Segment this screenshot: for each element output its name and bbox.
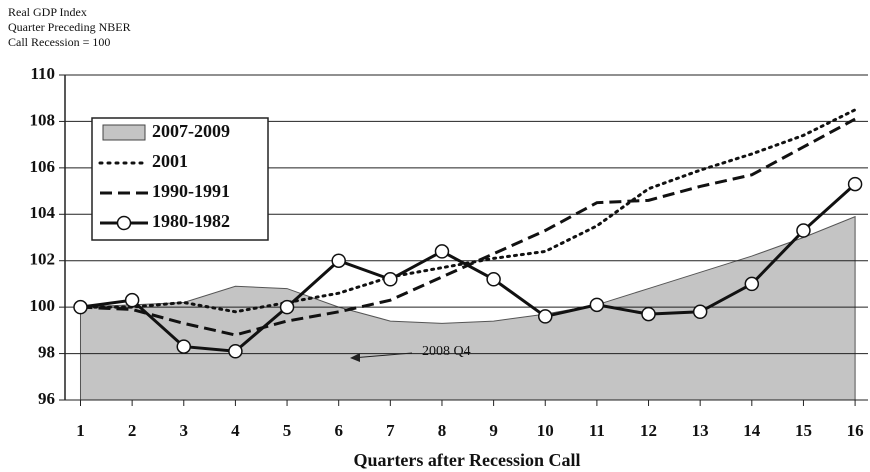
marker bbox=[692, 304, 708, 320]
legend-label: 1980-1982 bbox=[152, 211, 230, 231]
marker bbox=[486, 272, 501, 287]
x-axis-label: Quarters after Recession Call bbox=[353, 450, 580, 470]
series-line bbox=[78, 108, 857, 314]
area-layer bbox=[79, 215, 856, 401]
legend-swatch bbox=[102, 124, 146, 141]
x-tick-label: 2 bbox=[128, 421, 137, 440]
marker bbox=[73, 299, 88, 315]
title-line: Quarter Preceding NBER bbox=[8, 20, 131, 34]
x-tick-label: 1 bbox=[76, 421, 85, 440]
x-tick-label: 13 bbox=[692, 421, 709, 440]
legend: 2007-2009 2001 1990-1991 1980-1982 bbox=[91, 117, 269, 241]
marker bbox=[124, 292, 140, 308]
x-tick-label: 5 bbox=[283, 421, 292, 440]
legend-label: 2001 bbox=[152, 151, 188, 171]
legend-marker bbox=[116, 215, 132, 231]
y-tick-label: 100 bbox=[30, 296, 56, 315]
y-tick-label: 98 bbox=[38, 342, 55, 361]
x-tick-label: 4 bbox=[231, 421, 240, 440]
x-tick-label: 15 bbox=[795, 421, 812, 440]
x-tick-label: 9 bbox=[489, 421, 498, 440]
marker bbox=[538, 309, 553, 324]
x-tick-label: 8 bbox=[438, 421, 447, 440]
marker bbox=[176, 339, 192, 354]
x-tick-label: 16 bbox=[847, 421, 864, 440]
marker bbox=[796, 223, 811, 238]
legend-label: 1990-1991 bbox=[152, 181, 230, 201]
y-tick-label: 104 bbox=[30, 203, 56, 222]
area bbox=[79, 215, 856, 401]
marker bbox=[331, 253, 346, 268]
marker bbox=[744, 276, 760, 292]
marker bbox=[279, 299, 295, 315]
x-tick-label: 11 bbox=[589, 421, 605, 440]
x-tick-label: 7 bbox=[386, 421, 395, 440]
title-line: Call Recession = 100 bbox=[8, 35, 110, 49]
x-tick-label: 10 bbox=[537, 421, 554, 440]
legend-label: 2007-2009 bbox=[152, 121, 230, 141]
marker bbox=[383, 272, 398, 287]
title-line: Real GDP Index bbox=[8, 5, 87, 19]
x-tick-label: 3 bbox=[180, 421, 189, 440]
x-tick-label: 14 bbox=[743, 421, 761, 440]
y-tick-label: 106 bbox=[30, 157, 56, 176]
annotation-arrow bbox=[351, 352, 413, 359]
marker bbox=[847, 176, 863, 192]
line-layer bbox=[73, 108, 863, 359]
series-line bbox=[80, 182, 857, 353]
marker bbox=[589, 297, 605, 313]
arrow-head bbox=[350, 353, 360, 362]
annotation: 2008 Q4 bbox=[422, 344, 471, 359]
y-tick-label: 108 bbox=[30, 110, 56, 129]
x-tick-label: 12 bbox=[640, 421, 657, 440]
marker bbox=[434, 244, 450, 259]
y-tick-label: 102 bbox=[30, 250, 56, 269]
y-tick-label: 110 bbox=[30, 64, 55, 83]
marker bbox=[641, 306, 656, 322]
x-tick-label: 6 bbox=[334, 421, 343, 440]
marker bbox=[228, 344, 243, 359]
y-tick-label: 96 bbox=[38, 389, 55, 408]
